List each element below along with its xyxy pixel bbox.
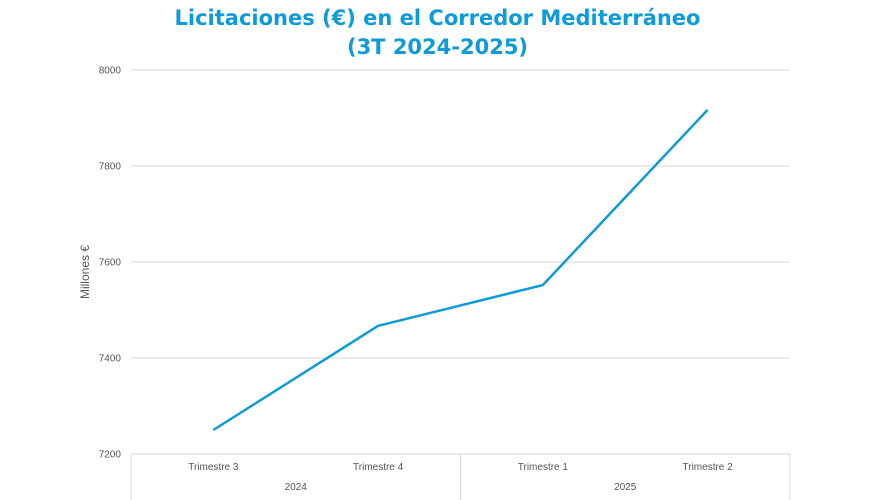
y-tick-label: 8000 — [99, 66, 122, 77]
y-tick-label: 7800 — [99, 162, 122, 173]
y-axis-label: Millones € — [78, 245, 92, 299]
x-group-label: 2025 — [614, 482, 637, 493]
x-category-label: Trimestre 1 — [518, 462, 569, 473]
series-line — [212, 108, 709, 432]
x-category-label: Trimestre 3 — [188, 462, 239, 473]
x-group-label: 2024 — [285, 482, 308, 493]
x-category-label: Trimestre 4 — [353, 462, 404, 473]
chart-title-line2: (3T 2024-2025) — [346, 35, 529, 59]
y-tick-label: 7600 — [99, 258, 122, 269]
x-category-label: Trimestre 2 — [683, 462, 734, 473]
chart-title-line1: Licitaciones (€) en el Corredor Mediterr… — [174, 6, 701, 30]
y-tick-label: 7200 — [99, 450, 122, 461]
y-tick-label: 7400 — [99, 354, 122, 365]
